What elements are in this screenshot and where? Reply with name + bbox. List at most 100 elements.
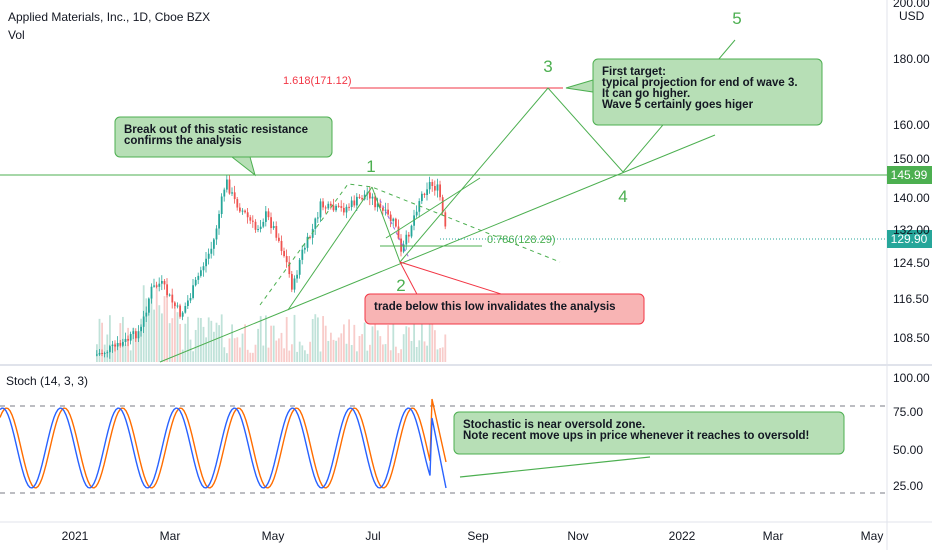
- volume-bar: [319, 351, 322, 362]
- volume-bar: [350, 345, 353, 362]
- volume-bar: [129, 350, 132, 362]
- volume-bar: [280, 332, 283, 362]
- candle: [236, 199, 239, 208]
- candle: [306, 236, 309, 248]
- candle: [127, 338, 129, 341]
- candle: [155, 285, 158, 287]
- wave-label-5: 5: [732, 9, 741, 28]
- candle: [184, 305, 187, 313]
- candle: [168, 294, 171, 296]
- callout-pointer: [230, 156, 256, 177]
- volume-bar: [231, 324, 233, 362]
- candle: [280, 240, 283, 251]
- volume-bar: [322, 316, 324, 362]
- stoch-tick-label: 75.00: [893, 405, 923, 419]
- volume-bar: [288, 350, 291, 362]
- channel-purple: [379, 199, 411, 261]
- volume-bar: [408, 327, 410, 362]
- volume-bar: [374, 322, 376, 362]
- volume-bar: [371, 326, 374, 362]
- volume-bar: [153, 309, 155, 362]
- volume-bar: [171, 318, 174, 362]
- candle: [109, 346, 111, 353]
- callout-text: confirms the analysis: [124, 135, 242, 147]
- time-tick-label: Mar: [763, 529, 784, 543]
- candle: [249, 217, 252, 221]
- candle: [332, 205, 335, 211]
- candle: [444, 212, 447, 227]
- chart-title: Applied Materials, Inc., 1D, Cboe BZX: [8, 10, 211, 24]
- candle: [202, 266, 205, 271]
- volume-bar: [361, 334, 363, 362]
- volume-bar: [444, 334, 447, 362]
- volume-bar: [298, 341, 301, 362]
- price-tick-label: 140.00: [893, 191, 930, 205]
- volume-bar: [241, 333, 244, 362]
- volume-bar: [441, 347, 444, 362]
- candle: [382, 207, 384, 211]
- volume-bar: [332, 339, 335, 362]
- volume-bar: [207, 317, 210, 362]
- stochastic-panel: Stoch (14, 3, 3): [0, 374, 887, 494]
- volume-bar: [101, 322, 103, 362]
- candle: [218, 214, 220, 229]
- candle: [330, 203, 332, 206]
- callout-box: [592, 58, 823, 126]
- wave-projection: [371, 39, 736, 263]
- stoch-tick-label: 100.00: [893, 371, 930, 385]
- candle: [98, 352, 101, 355]
- volume-bar: [434, 330, 436, 362]
- candle: [174, 302, 176, 306]
- candle: [415, 211, 418, 216]
- volume-bar: [259, 316, 262, 362]
- time-tick-label: 2022: [669, 529, 696, 543]
- candle: [161, 280, 163, 284]
- candle: [101, 352, 103, 354]
- drawings: 1.618(171.12) 0.786(128.29) 1 2 3 4 5 145.99 129…: [0, 9, 932, 363]
- wave-label-2: 2: [396, 276, 405, 295]
- candle: [129, 334, 132, 341]
- volume-bar: [397, 353, 400, 362]
- volume-bar: [140, 318, 142, 362]
- candle: [428, 182, 431, 190]
- candle: [421, 193, 423, 202]
- volume-bar: [309, 341, 311, 362]
- volume-bar: [192, 351, 194, 362]
- price-tick-label: 150.00: [893, 152, 930, 166]
- candle: [132, 331, 135, 335]
- candle: [322, 201, 324, 208]
- volume-bar: [176, 312, 179, 362]
- price-tick-label: 116.50: [893, 292, 929, 306]
- volume-bar: [239, 347, 241, 362]
- volume-bar: [345, 343, 348, 362]
- volume-bar: [220, 314, 223, 362]
- stoch-d-line: [0, 398, 447, 489]
- volume-label: Vol: [8, 28, 25, 42]
- time-tick-label: Jul: [365, 529, 380, 543]
- callout-pointer: [565, 79, 594, 93]
- volume-bar: [257, 328, 259, 362]
- candle: [259, 226, 262, 230]
- volume-bar: [304, 350, 306, 362]
- callout-text: Stochastic is near oversold zone.: [463, 419, 645, 431]
- volume-bar: [382, 344, 384, 362]
- candle: [272, 226, 275, 229]
- candle: [267, 211, 270, 218]
- candle: [353, 200, 356, 206]
- volume-bar: [363, 322, 366, 362]
- volume-bar: [301, 345, 304, 362]
- volume-bar: [426, 345, 428, 362]
- callout-text: Wave 5 certainly goes higer: [602, 99, 754, 111]
- volume-bar: [262, 345, 265, 362]
- stoch-tick-label: 25.00: [893, 479, 923, 493]
- candle: [431, 182, 434, 186]
- volume-bar: [291, 344, 293, 362]
- candle: [275, 226, 278, 238]
- candle: [376, 203, 379, 208]
- volume-bar: [116, 344, 119, 362]
- volume-bar: [405, 326, 408, 362]
- volume-bar: [150, 294, 153, 362]
- candle: [103, 353, 106, 355]
- candle: [283, 250, 285, 257]
